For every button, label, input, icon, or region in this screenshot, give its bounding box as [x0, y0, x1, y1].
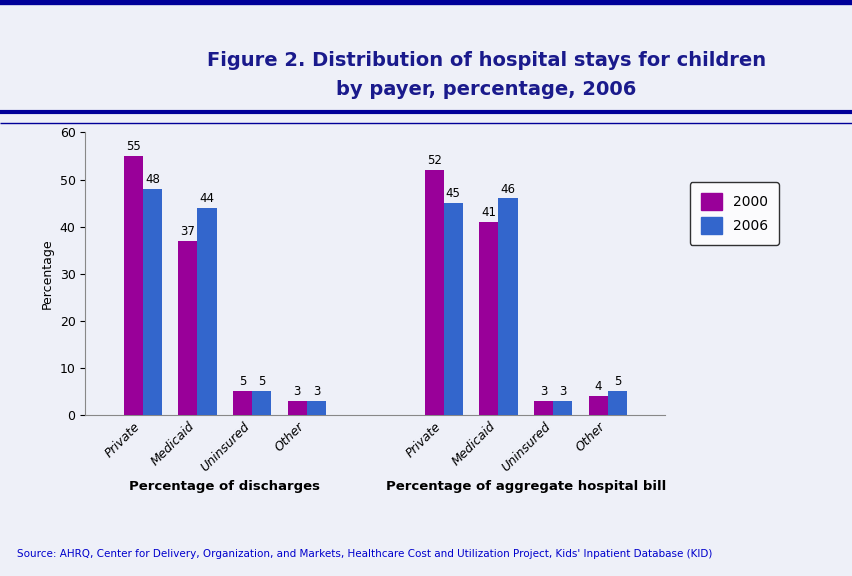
Bar: [443, 203, 463, 415]
Text: 3: 3: [539, 385, 547, 398]
Text: 3: 3: [293, 385, 301, 398]
Legend: 2000, 2006: 2000, 2006: [689, 182, 778, 245]
Bar: [233, 391, 252, 415]
Bar: [307, 401, 325, 415]
Text: 52: 52: [426, 154, 441, 167]
Text: 3: 3: [313, 385, 320, 398]
Bar: [607, 391, 626, 415]
Text: 41: 41: [481, 206, 496, 219]
Text: Percentage of aggregate hospital bill: Percentage of aggregate hospital bill: [385, 480, 665, 493]
Bar: [498, 198, 517, 415]
Text: 3: 3: [558, 385, 566, 398]
Text: 45: 45: [446, 187, 460, 200]
Text: Percentage of discharges: Percentage of discharges: [130, 480, 320, 493]
Text: 44: 44: [199, 192, 215, 205]
Bar: [424, 170, 443, 415]
Bar: [287, 401, 307, 415]
Text: 55: 55: [125, 140, 141, 153]
Bar: [142, 189, 162, 415]
Y-axis label: Percentage: Percentage: [41, 238, 54, 309]
Bar: [552, 401, 572, 415]
Bar: [124, 156, 142, 415]
Text: 4: 4: [594, 380, 602, 393]
Bar: [252, 391, 271, 415]
Text: by payer, percentage, 2006: by payer, percentage, 2006: [336, 80, 636, 98]
Text: 5: 5: [613, 376, 620, 388]
Text: 37: 37: [181, 225, 195, 238]
Text: 46: 46: [500, 183, 515, 195]
Text: Source: AHRQ, Center for Delivery, Organization, and Markets, Healthcare Cost an: Source: AHRQ, Center for Delivery, Organ…: [17, 549, 711, 559]
Text: Figure 2. Distribution of hospital stays for children: Figure 2. Distribution of hospital stays…: [206, 51, 765, 70]
Bar: [533, 401, 552, 415]
Bar: [178, 241, 198, 415]
Text: 48: 48: [145, 173, 159, 186]
Text: 5: 5: [258, 376, 265, 388]
Bar: [479, 222, 498, 415]
Bar: [588, 396, 607, 415]
Bar: [198, 208, 216, 415]
Text: 5: 5: [239, 376, 246, 388]
